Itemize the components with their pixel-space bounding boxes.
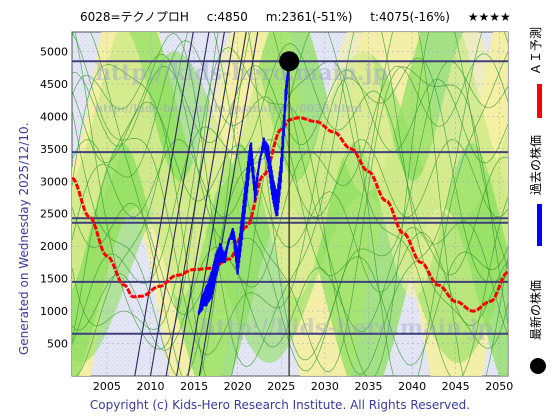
gridlines [72,32,508,376]
forecast-path [74,32,508,376]
latest-price-marker [279,51,300,72]
forecast-path [72,139,508,218]
legend-latest-dot [530,358,546,374]
trend-line [149,32,210,376]
forecast-path [72,156,508,348]
trend-lines [134,32,259,376]
x-tick-label: 2030 [311,380,339,393]
watermarks: http://kids-hero.main.jp http://kids-her… [95,60,493,341]
legend: ＡＩ予測 過去の株価 最新の株価 [528,27,546,374]
legend-ai-swatch [537,84,542,118]
x-tick-label: 2045 [442,380,470,393]
forecast-path [72,32,508,375]
forecast-path [72,32,508,356]
y-tick-label: 1500 [40,273,68,286]
y-tick-label: 4500 [40,78,68,91]
target-price: t:4075(-16%) [370,10,450,24]
y-tick-label: 1000 [40,305,68,318]
watermark-text-2: http://kids-hero.main.jp/analysis/6028.h… [95,102,362,115]
ai-forecast-line [72,116,508,313]
trend-line [198,32,259,376]
legend-latest-label: 最新の株価 [528,280,543,340]
series-lines [72,61,508,316]
chart-header: 6028=テクノプロH c:4850 m:2361(-51%) t:4075(-… [80,8,525,25]
y-tick-label: 3000 [40,175,68,188]
x-tick-label: 2040 [398,380,426,393]
watermark-text: http://kids-hero.main.jp [95,60,388,86]
generated-date-label: Generated on Wednesday 2025/12/10. [17,122,31,355]
forecast-path [72,90,508,326]
x-tick-label: 2005 [93,380,121,393]
forecast-path [72,42,508,345]
watermark-text-3: http://kids-hero.main.jp [200,315,493,341]
min-price: m:2361(-51%) [265,10,353,24]
past-price-line [197,61,291,316]
x-tick-label: 2050 [485,380,513,393]
y-tick-label: 4000 [40,110,68,123]
x-tick-label: 2010 [136,380,164,393]
trend-line [187,32,247,376]
y-tick-label: 500 [47,338,68,351]
trend-line [176,32,236,376]
current-price: c:4850 [206,10,248,24]
x-tick-label: 2015 [180,380,208,393]
forecast-path [72,51,508,376]
generated-date-text: Generated on Wednesday 2025/12/10. [17,122,31,355]
legend-ai-label: ＡＩ予測 [529,27,543,75]
y-tick-label: 2500 [40,208,68,221]
forecast-path [72,32,508,368]
y-axis-ticks: 500 1000 1500 2000 2500 3000 3500 4000 4500 5000 [40,45,68,350]
forecast-path [72,32,508,376]
trend-line [134,32,194,376]
horizontal-levels [72,60,508,335]
x-tick-label: 2025 [267,380,295,393]
y-tick-label: 2000 [40,240,68,253]
rating-stars: ★★★★ [467,10,511,24]
y-tick-label: 5000 [40,45,68,58]
forecast-path [72,65,508,164]
legend-past-swatch [537,204,542,246]
legend-past-label: 過去の株価 [528,135,543,195]
forecast-band [72,32,508,298]
x-tick-label: 2020 [224,380,252,393]
x-axis-ticks: 2005 2010 2015 2020 2025 2030 2035 2040 2045 2050 [93,380,513,393]
y-tick-label: 3500 [40,143,68,156]
trend-line [165,32,225,376]
code-name: 6028=テクノプロH [80,10,189,24]
forecast-path [72,54,508,372]
x-tick-label: 2035 [354,380,382,393]
copyright-footer: Copyright (c) Kids-Hero Research Institu… [89,398,471,412]
